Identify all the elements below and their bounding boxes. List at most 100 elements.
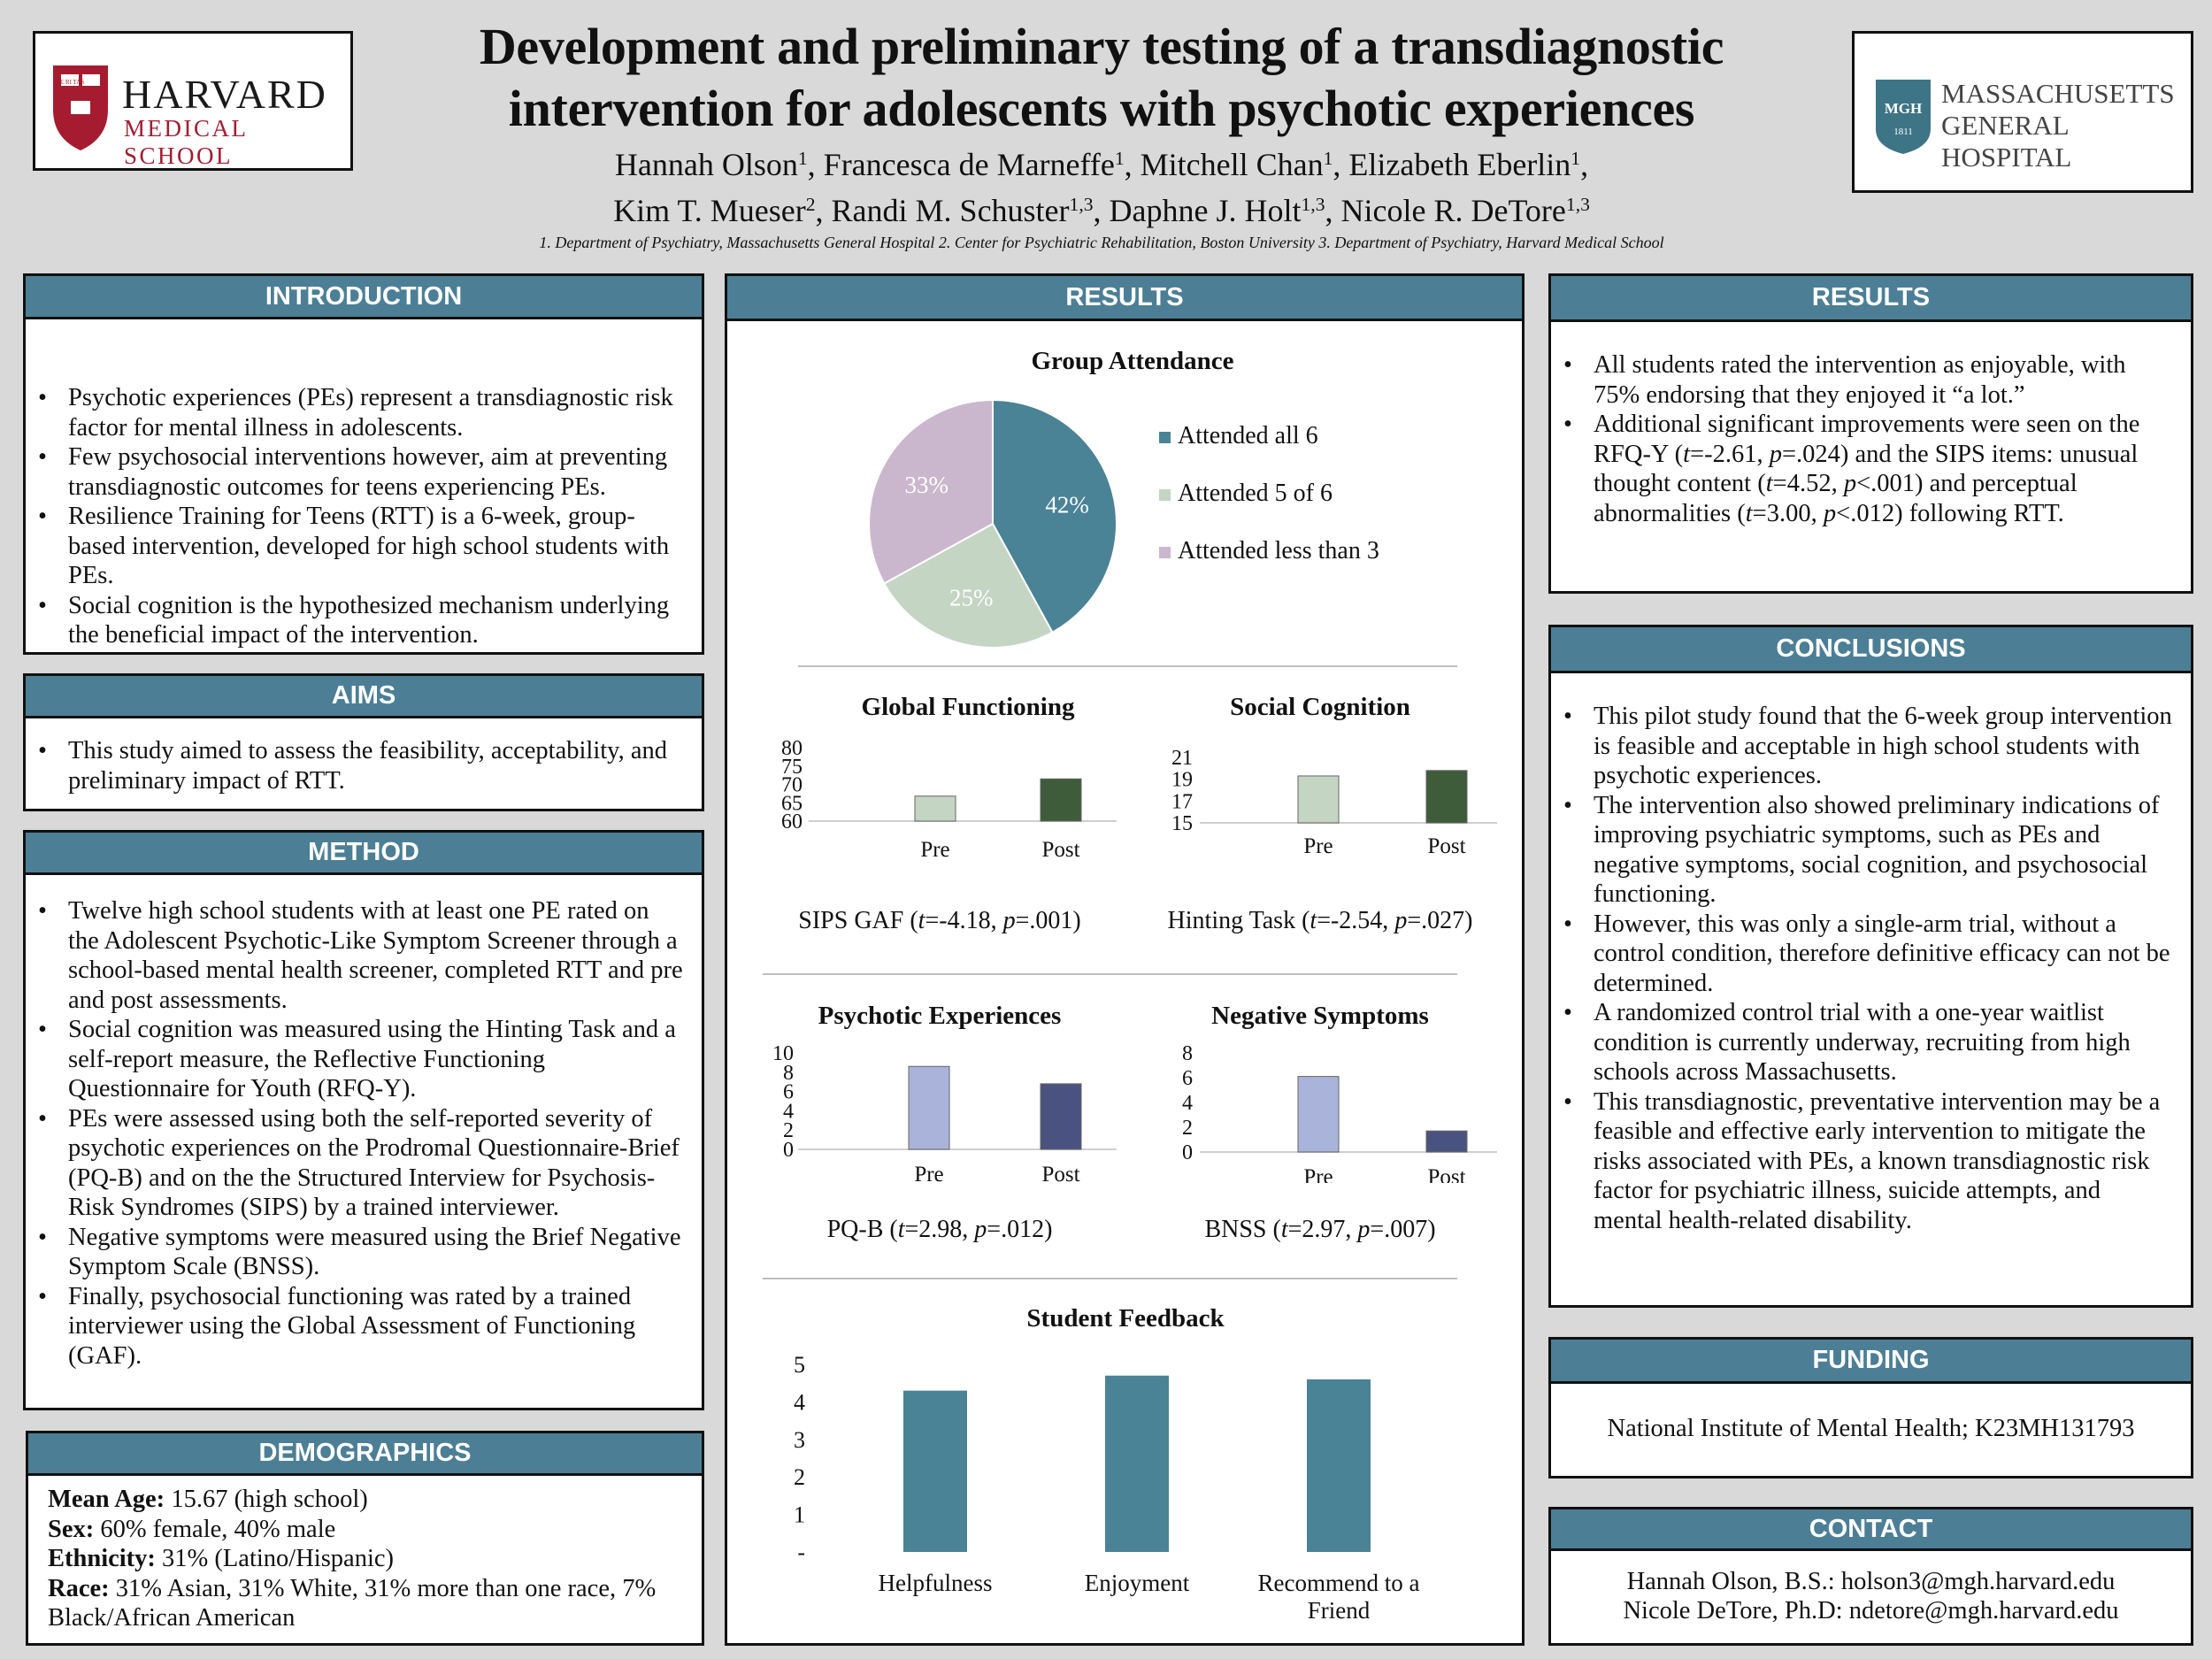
y-tick-label: 70 bbox=[781, 774, 803, 797]
bar bbox=[1297, 1076, 1340, 1153]
y-tick-label: 2 bbox=[1182, 1117, 1193, 1140]
x-category-label: Pre bbox=[1303, 1165, 1333, 1183]
contact-olson: Hannah Olson, B.S.: holson3@mgh.harvard.… bbox=[1626, 1568, 2116, 1595]
chart-title-student-feedback: Student Feedback bbox=[1026, 1304, 1225, 1333]
stat-pq-b: PQ-B (t=2.98, p=.012) bbox=[826, 1216, 1053, 1243]
author-name: Randi M. Schuster1,3, bbox=[831, 193, 1110, 228]
introduction-bullet-4: Social cognition is the hypothesized mec… bbox=[26, 591, 684, 650]
conclusions-panel: CONCLUSIONS This pilot study found that … bbox=[1548, 625, 2193, 1308]
method-bullet-4: Negative symptoms were measured using th… bbox=[26, 1223, 686, 1282]
poster-title: Development and preliminary testing of a… bbox=[363, 16, 1840, 140]
aims-bullets: This study aimed to assess the feasibili… bbox=[26, 736, 684, 795]
y-tick-label: 19 bbox=[1171, 769, 1193, 792]
y-tick-label: 6 bbox=[783, 1081, 794, 1104]
y-tick-label: 0 bbox=[783, 1139, 794, 1162]
author-name: Mitchell Chan1, bbox=[1140, 147, 1349, 182]
divider bbox=[763, 973, 1457, 975]
mgh-badge-text: MGH bbox=[1885, 100, 1923, 117]
bar bbox=[1425, 770, 1468, 824]
harvard-wordmark: HARVARD bbox=[122, 72, 327, 117]
x-category-label: Pre bbox=[1303, 834, 1333, 858]
bar bbox=[903, 1390, 967, 1552]
y-tick-label: 65 bbox=[781, 792, 803, 815]
funding-panel: FUNDING National Institute of Mental Hea… bbox=[1548, 1337, 2193, 1479]
method-bullet-3: PEs were assessed using both the self-re… bbox=[26, 1104, 686, 1223]
divider bbox=[798, 665, 1457, 667]
results-charts-panel: RESULTS Group Attendance 42% 25% 33% Attend… bbox=[725, 273, 1525, 1646]
x-category-label: Post bbox=[1041, 838, 1079, 862]
introduction-heading: INTRODUCTION bbox=[26, 276, 702, 319]
author-name: Francesca de Marneffe1, bbox=[823, 147, 1141, 182]
x-category-label: Helpfulness bbox=[879, 1570, 993, 1596]
y-tick-label: 4 bbox=[783, 1100, 794, 1123]
aims-panel: AIMS This study aimed to assess the feas… bbox=[23, 673, 704, 811]
demographics-list: Mean Age: 15.67 (high school) Sex: 60% fe… bbox=[28, 1476, 702, 1633]
legend-swatch bbox=[1159, 489, 1171, 501]
stat-sips-gaf: SIPS GAF (t=-4.18, p=.001) bbox=[798, 907, 1081, 934]
conclusions-bullet-1: This pilot study found that the 6-week g… bbox=[1551, 702, 2175, 791]
y-tick-label: 17 bbox=[1171, 790, 1193, 813]
results-bullets: All students rated the intervention as e… bbox=[1551, 350, 2177, 528]
y-tick-label: 75 bbox=[781, 756, 803, 779]
aims-heading: AIMS bbox=[26, 676, 702, 718]
divider bbox=[763, 1278, 1457, 1279]
results-bullet-2: Additional significant improvements were… bbox=[1551, 410, 2177, 528]
funding-heading: FUNDING bbox=[1551, 1340, 2191, 1384]
author-name: Kim T. Mueser2, bbox=[613, 193, 832, 228]
y-tick-label: - bbox=[797, 1540, 805, 1565]
introduction-bullets: Psychotic experiences (PEs) represent a … bbox=[26, 383, 684, 650]
pie-slice bbox=[868, 398, 994, 585]
bar bbox=[1105, 1375, 1169, 1552]
demographics-row: Sex: 60% female, 40% male bbox=[48, 1515, 336, 1543]
stat-hinting-task: Hinting Task (t=-2.54, p=.027) bbox=[1167, 907, 1473, 934]
method-bullet-1: Twelve high school students with at leas… bbox=[26, 896, 686, 1015]
pie-label: 33% bbox=[905, 472, 949, 498]
y-tick-label: 80 bbox=[781, 737, 803, 760]
demographics-heading: DEMOGRAPHICS bbox=[28, 1433, 702, 1476]
bar bbox=[1307, 1379, 1371, 1552]
bar bbox=[1040, 778, 1082, 822]
y-tick-label: 8 bbox=[783, 1062, 794, 1085]
y-tick-label: 15 bbox=[1171, 812, 1193, 835]
demographics-row: Race: 31% Asian, 31% White, 31% more tha… bbox=[48, 1574, 657, 1632]
legend-label: Attended 5 of 6 bbox=[1178, 480, 1333, 507]
conclusions-bullet-4: A randomized control trial with a one-ye… bbox=[1551, 998, 2175, 1087]
pie-slice bbox=[882, 522, 1054, 649]
x-category-label: Post bbox=[1041, 1163, 1079, 1183]
method-panel: METHOD Twelve high school students with … bbox=[23, 830, 704, 1410]
method-bullet-2: Social cognition was measured using the … bbox=[26, 1015, 686, 1104]
method-bullet-5: Finally, psychosocial functioning was ra… bbox=[26, 1282, 686, 1371]
y-tick-label: 60 bbox=[781, 810, 803, 833]
x-category-label: Post bbox=[1427, 1165, 1465, 1183]
contact-heading: CONTACT bbox=[1551, 1509, 2191, 1551]
author-name: Hannah Olson1, bbox=[614, 147, 824, 182]
y-tick-label: 5 bbox=[794, 1352, 805, 1378]
x-category-label: Enjoyment bbox=[1085, 1570, 1190, 1596]
chart-title-group-attendance: Group Attendance bbox=[1031, 347, 1234, 375]
demographics-row: Ethnicity: 31% (Latino/Hispanic) bbox=[48, 1545, 395, 1572]
stat-bnss: BNSS (t=2.97, p=.007) bbox=[1204, 1216, 1436, 1243]
harvard-shield-icon: VE RI TAS bbox=[53, 65, 108, 150]
y-tick-label: 2 bbox=[783, 1119, 794, 1142]
bar bbox=[914, 795, 956, 822]
contact-panel: CONTACT Hannah Olson, B.S.: holson3@mgh.… bbox=[1548, 1507, 2193, 1646]
method-bullets: Twelve high school students with at leas… bbox=[26, 896, 686, 1371]
mgh-line1: MASSACHUSETTS bbox=[1941, 78, 2175, 109]
legend-label: Attended less than 3 bbox=[1178, 537, 1379, 565]
title-line1: Development and preliminary testing of a… bbox=[479, 18, 1724, 75]
group-attendance-pie-chart: 42% 25% 33% Attended all 6 Attended 5 of 6 At… bbox=[868, 398, 1379, 649]
conclusions-bullet-2: The intervention also showed preliminary… bbox=[1551, 791, 2175, 910]
authors-line1: Hannah Olson1, Francesca de Marneffe1, M… bbox=[363, 142, 1840, 188]
medical-school-wordmark: MEDICAL SCHOOL bbox=[124, 115, 248, 169]
conclusions-bullets: This pilot study found that the 6-week g… bbox=[1551, 702, 2175, 1235]
conclusions-bullet-3: However, this was only a single-arm tria… bbox=[1551, 910, 2175, 999]
pie-label: 25% bbox=[949, 584, 994, 611]
introduction-bullet-1: Psychotic experiences (PEs) represent a … bbox=[26, 383, 684, 442]
y-tick-label: 2 bbox=[794, 1464, 805, 1490]
contact-detore: Nicole DeTore, Ph.D: ndetore@mgh.harvard… bbox=[1623, 1597, 2119, 1624]
conclusions-heading: CONCLUSIONS bbox=[1551, 627, 2191, 673]
author-name: Elizabeth Eberlin1, bbox=[1348, 147, 1589, 182]
